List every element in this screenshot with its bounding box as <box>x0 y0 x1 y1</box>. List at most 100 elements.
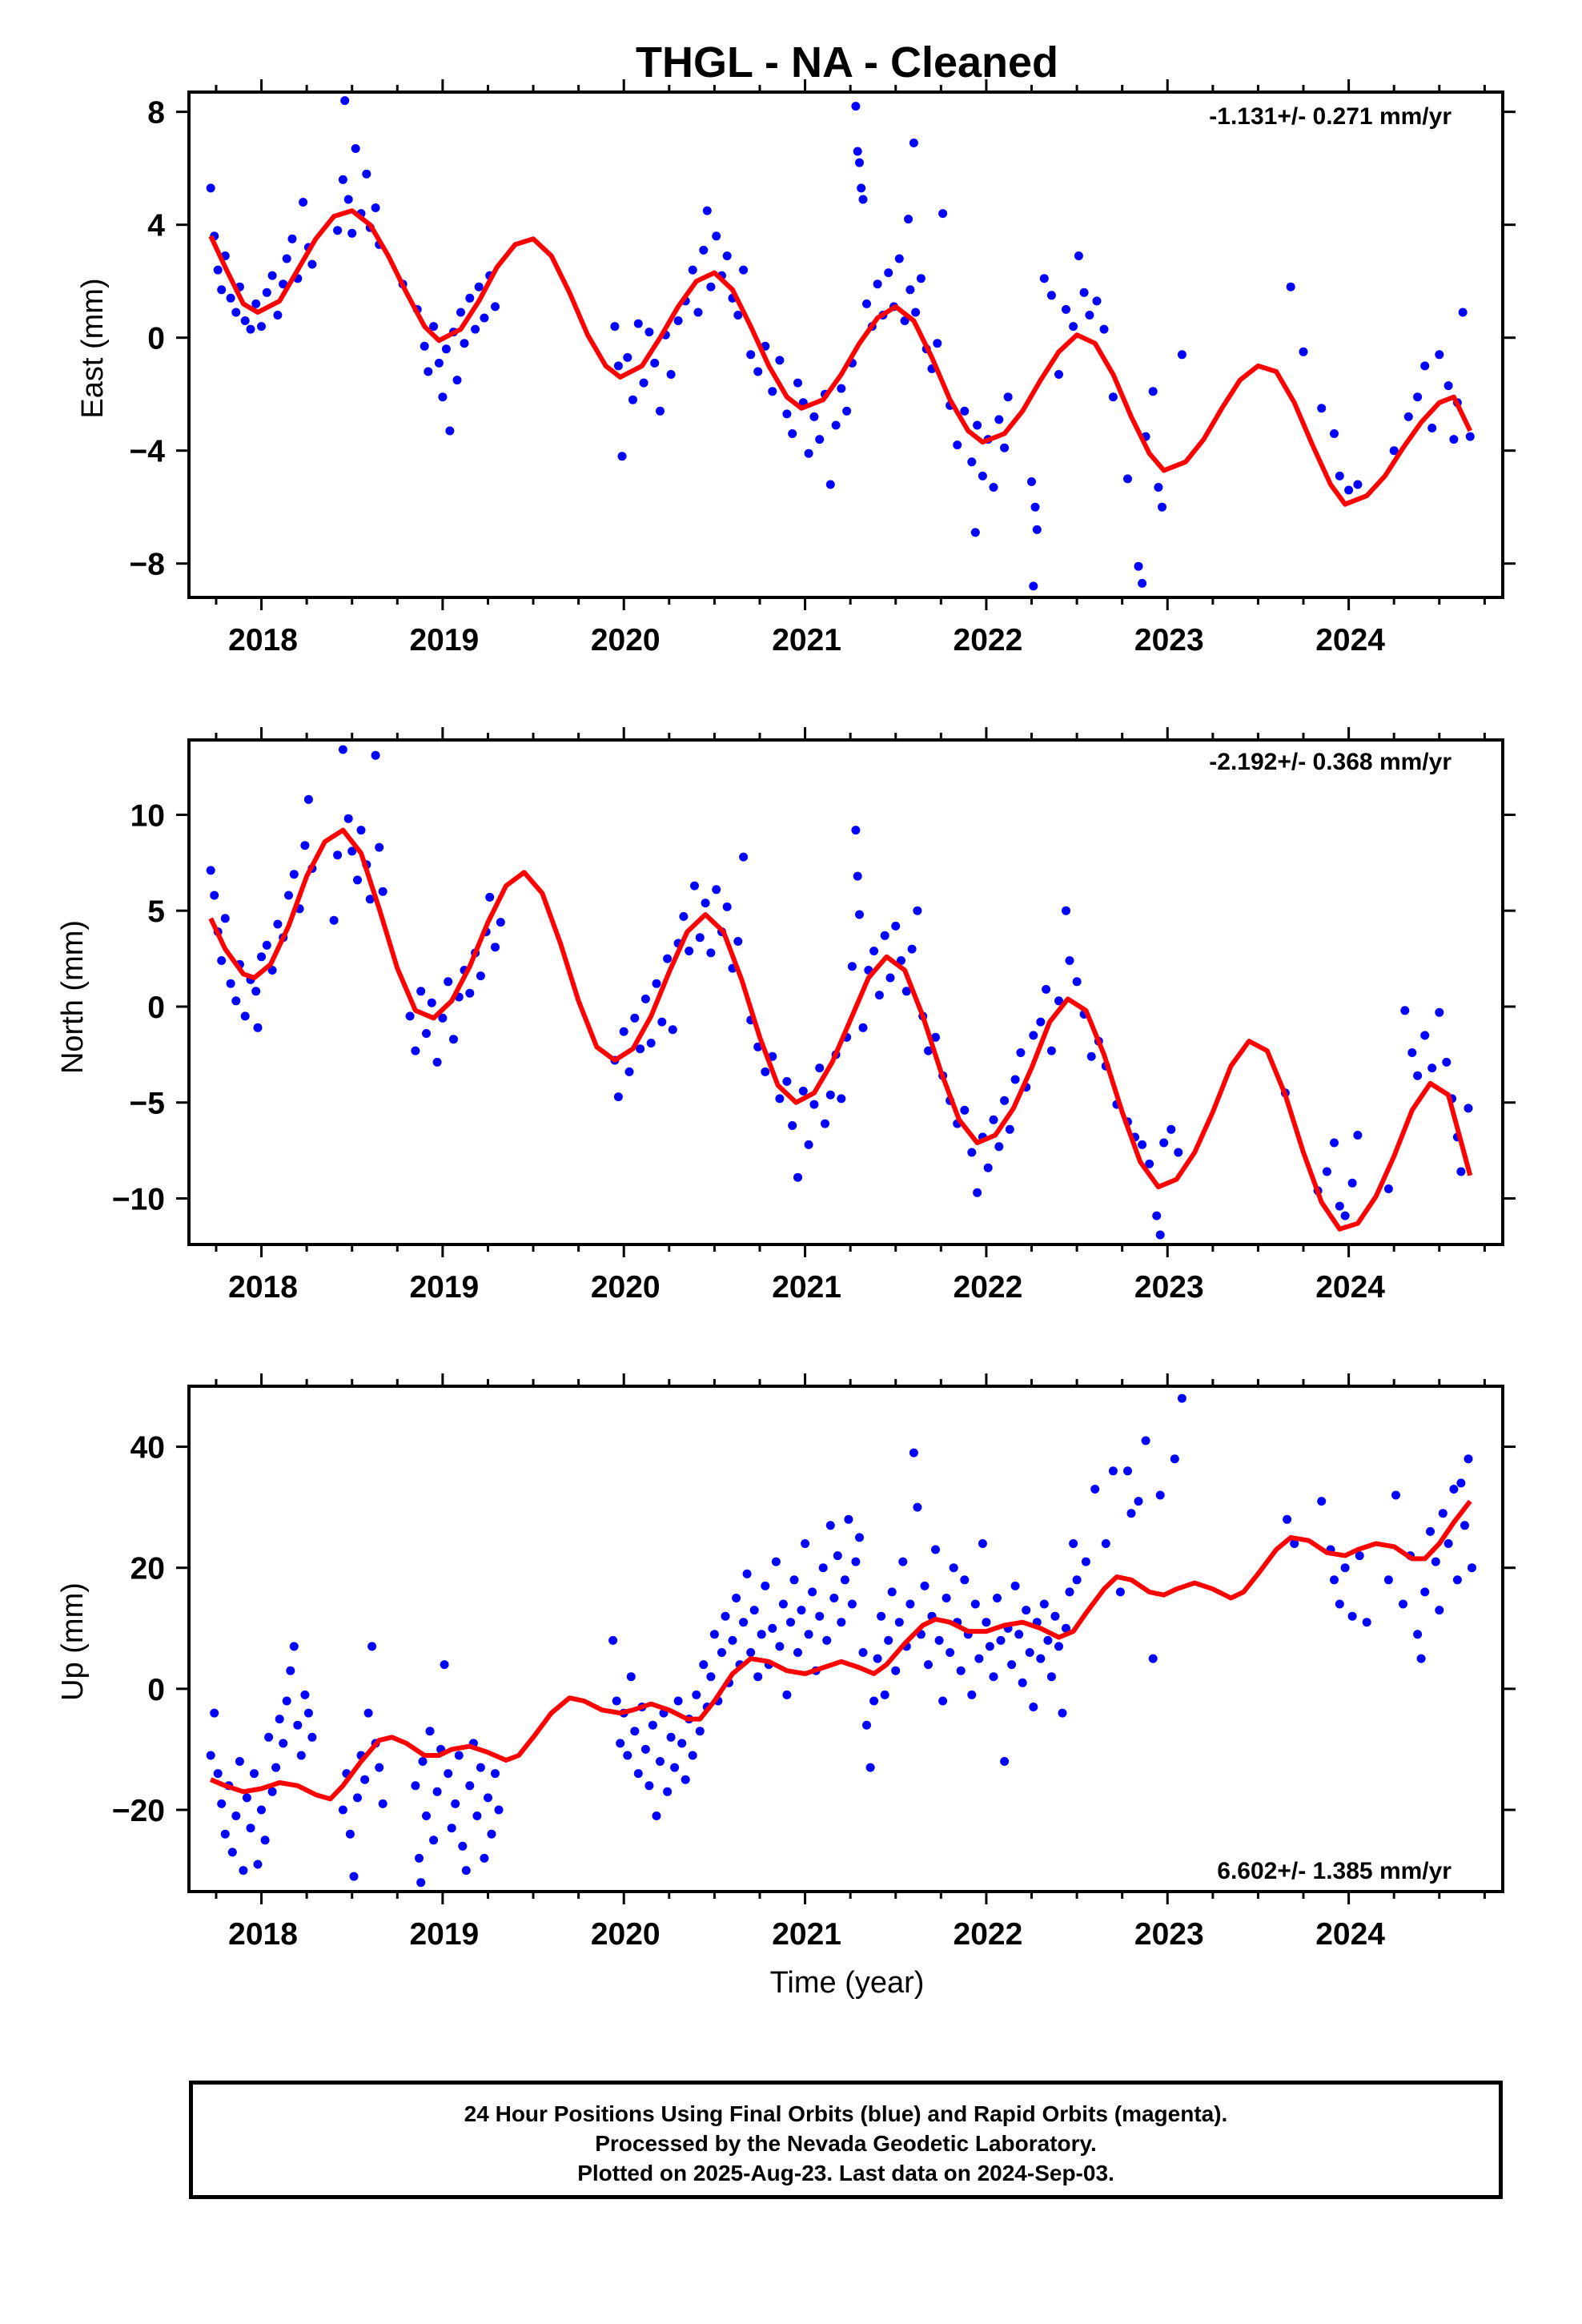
up-data-point <box>411 1781 420 1791</box>
up-x-tick-label: 2024 <box>1315 1917 1385 1952</box>
east-data-point <box>307 259 317 269</box>
east-data-point <box>262 287 271 297</box>
east-data-point <box>1039 274 1049 283</box>
east-data-point <box>639 378 648 388</box>
east-data-point <box>746 350 756 360</box>
north-data-point <box>690 881 699 891</box>
north-data-point <box>405 1011 415 1021</box>
east-data-point <box>1134 561 1143 571</box>
east-data-point <box>452 376 462 385</box>
up-data-point <box>728 1635 737 1645</box>
north-data-point <box>619 1027 628 1036</box>
up-data-point <box>746 1648 756 1657</box>
up-data-point <box>905 1599 915 1609</box>
up-y-tick-label: −20 <box>112 1794 165 1828</box>
east-data-point <box>420 341 429 351</box>
up-data-point <box>1456 1478 1466 1488</box>
north-data-point <box>891 921 901 931</box>
up-data-point <box>1126 1509 1136 1518</box>
up-data-point <box>444 1769 453 1779</box>
up-data-point <box>418 1757 428 1766</box>
up-data-point <box>231 1811 241 1820</box>
north-data-point <box>1138 1140 1147 1149</box>
up-data-point <box>782 1690 792 1699</box>
up-data-point <box>491 1769 500 1779</box>
up-data-point <box>894 1618 904 1627</box>
east-data-point <box>1389 446 1399 456</box>
east-data-point <box>257 322 266 332</box>
up-data-point <box>367 1642 377 1651</box>
north-data-point <box>257 952 266 962</box>
north-data-point <box>1065 956 1074 965</box>
east-data-point <box>445 426 455 436</box>
up-data-point <box>1090 1485 1100 1494</box>
up-data-point <box>681 1775 690 1784</box>
up-data-point <box>1290 1539 1299 1548</box>
up-y-tick-label: 0 <box>147 1673 165 1707</box>
up-data-point <box>692 1690 701 1699</box>
east-data-point <box>911 308 921 317</box>
up-data-point <box>942 1594 951 1602</box>
north-data-point <box>722 902 732 911</box>
up-data-point <box>677 1739 687 1748</box>
figure-title: THGL - NA - Cleaned <box>636 38 1058 86</box>
east-data-point <box>246 324 255 334</box>
north-data-point <box>220 914 230 923</box>
east-data-point <box>424 367 433 376</box>
north-y-tick-label: 10 <box>130 798 165 833</box>
north-data-point <box>1086 1051 1096 1061</box>
up-data-point <box>1050 1611 1060 1621</box>
east-y-tick-label: −8 <box>130 548 165 582</box>
east-data-point <box>862 299 871 308</box>
up-points <box>206 1393 1476 1888</box>
north-data-point <box>640 994 650 1003</box>
up-data-point <box>303 1708 313 1718</box>
up-data-point <box>378 1799 387 1808</box>
up-data-point <box>296 1751 306 1760</box>
up-panel: Up (mm) 6.602+/- 1.385 mm/yr Time (year)… <box>56 1373 1516 2000</box>
up-data-point <box>732 1594 741 1602</box>
up-x-tick-label: 2023 <box>1134 1917 1204 1952</box>
up-data-point <box>484 1793 492 1803</box>
up-data-point <box>375 1763 384 1772</box>
north-data-point <box>1145 1159 1154 1168</box>
north-data-point <box>1152 1211 1162 1220</box>
east-data-point <box>273 311 283 320</box>
north-x-tick-label: 2024 <box>1315 1270 1385 1305</box>
up-data-point <box>909 1448 918 1458</box>
east-fit-line <box>208 208 1473 507</box>
up-data-point <box>891 1666 901 1675</box>
north-data-point <box>1464 1104 1473 1113</box>
up-data-point <box>1452 1575 1462 1585</box>
up-data-point <box>829 1594 839 1602</box>
north-data-point <box>624 1067 634 1076</box>
east-data-point <box>837 384 846 393</box>
north-data-point <box>663 954 673 963</box>
north-data-point <box>1000 1096 1010 1105</box>
up-data-point <box>267 1787 277 1796</box>
up-data-point <box>1155 1490 1165 1500</box>
north-data-point <box>491 943 500 952</box>
up-data-point <box>858 1648 868 1657</box>
north-data-point <box>210 891 219 900</box>
east-data-point <box>815 435 825 444</box>
north-data-point <box>1335 1201 1344 1211</box>
north-data-point <box>701 899 710 908</box>
up-data-point <box>804 1630 813 1639</box>
up-data-point <box>960 1575 970 1585</box>
north-data-point <box>657 1017 667 1027</box>
up-data-point <box>487 1829 496 1839</box>
north-data-point <box>815 1063 825 1073</box>
east-data-point <box>1413 392 1423 402</box>
up-data-point <box>840 1575 849 1585</box>
east-data-point <box>1403 412 1413 421</box>
up-data-point <box>429 1835 439 1845</box>
north-data-point <box>897 956 905 965</box>
up-data-point <box>235 1757 244 1766</box>
east-data-point <box>855 158 864 167</box>
east-data-point <box>610 322 620 332</box>
x-axis-label: Time (year) <box>770 1966 925 2000</box>
up-data-point <box>884 1635 893 1645</box>
up-data-point <box>873 1654 882 1663</box>
up-data-point <box>616 1739 625 1748</box>
